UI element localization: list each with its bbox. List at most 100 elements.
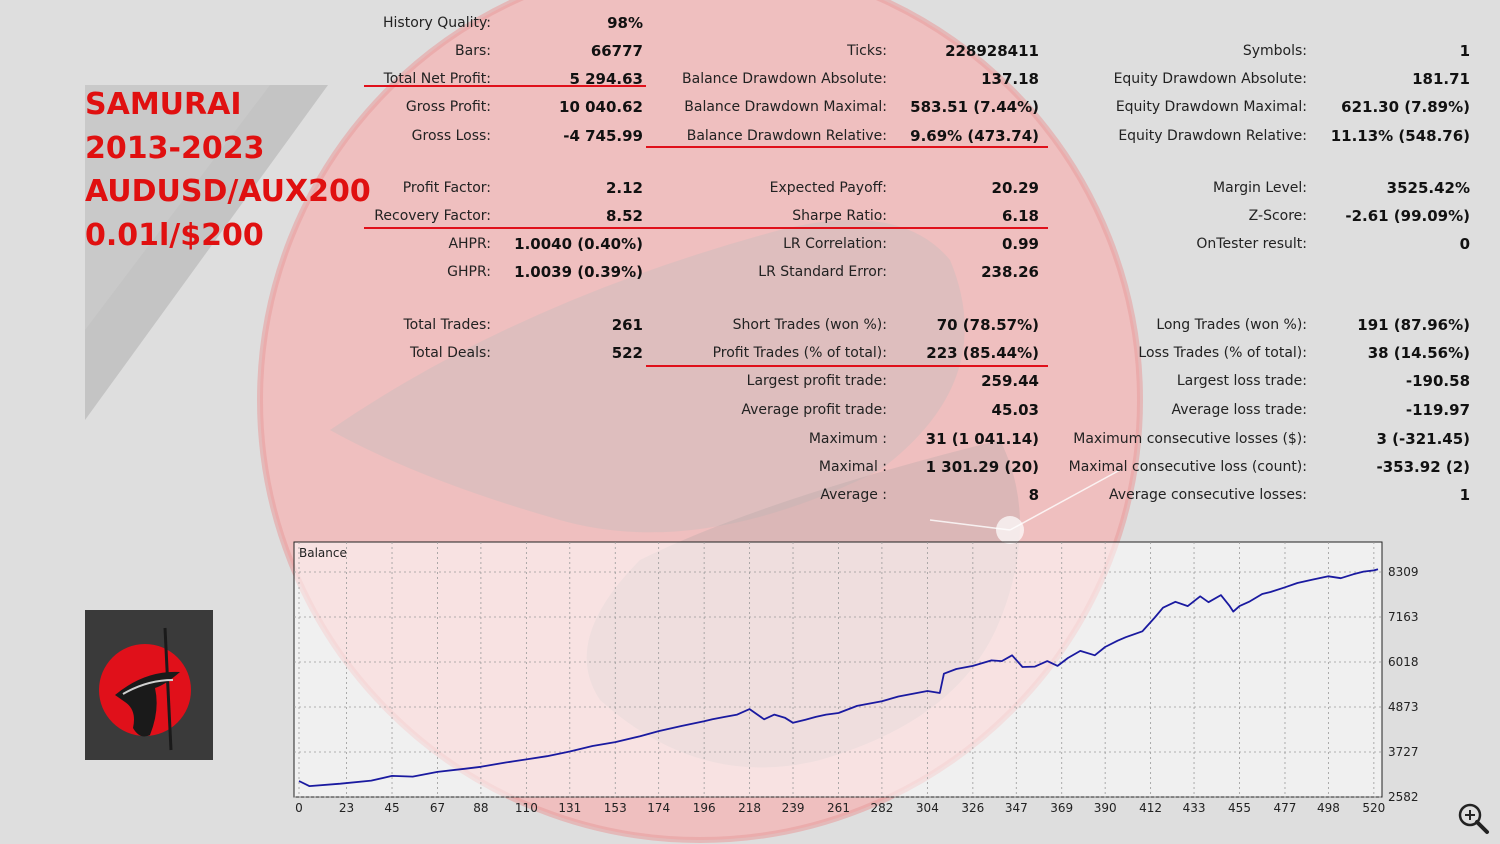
stat-label: Recovery Factor: [374,208,491,224]
stat-label: Largest profit trade: [746,373,887,389]
stat-label: Equity Drawdown Maximal: [1115,99,1307,115]
stat-value: 5 294.63 [569,70,643,88]
stat-value: 20.29 [991,179,1039,197]
stat-value: 621.30 (7.89%) [1341,98,1470,116]
headline-title: SAMURAI [85,87,242,122]
x-tick-label: 88 [473,801,488,815]
stat-label: Average consecutive losses: [1109,487,1307,503]
x-tick-label: 174 [647,801,670,815]
stat-label: Total Net Profit: [383,71,491,87]
stat-label: Total Deals: [409,345,491,361]
samurai-logo-icon [85,610,213,760]
chart-title: Balance [299,546,347,560]
stat-label: Symbols: [1242,43,1307,59]
stat-value: 137.18 [981,70,1039,88]
stat-value: 1 301.29 (20) [925,458,1039,476]
stat-label: History Quality: [383,15,491,31]
stat-label: GHPR: [447,264,491,280]
stat-value: 181.71 [1412,70,1470,88]
stat-value: 1.0040 (0.40%) [514,235,643,253]
stat-value: 6.18 [1001,207,1039,225]
stat-label: Total Trades: [403,317,492,333]
stat-value: 583.51 (7.44%) [910,98,1039,116]
stat-label: LR Standard Error: [758,264,887,280]
stat-label: Z-Score: [1248,208,1307,224]
y-tick-label: 2582 [1388,790,1419,804]
y-tick-label: 4873 [1388,700,1419,714]
x-tick-label: 455 [1228,801,1251,815]
chart-grid [294,542,1382,798]
stat-label: Expected Payoff: [769,180,887,196]
stat-label: OnTester result: [1196,236,1307,252]
stat-value: 1 [1459,486,1470,504]
stat-label: Maximal consecutive loss (count): [1068,459,1307,475]
x-tick-label: 347 [1005,801,1028,815]
stat-value: 0 [1459,235,1470,253]
y-tick-label: 3727 [1388,745,1419,759]
stat-label: Loss Trades (% of total): [1138,345,1307,361]
highlight-net-profit [364,85,646,87]
stat-label: Margin Level: [1213,180,1307,196]
x-tick-label: 369 [1050,801,1073,815]
stat-label: Profit Factor: [402,180,491,196]
highlight-recovery-sharpe [364,227,1048,229]
x-tick-label: 477 [1274,801,1297,815]
stat-value: 8 [1028,486,1039,504]
stat-value: 9.69% (473.74) [910,127,1039,145]
stat-label: Long Trades (won %): [1156,317,1307,333]
stat-value: 98% [607,14,643,32]
stat-label: Sharpe Ratio: [792,208,887,224]
stat-label: Equity Drawdown Absolute: [1113,71,1307,87]
highlight-profit-trades [646,365,1048,367]
x-tick-label: 153 [604,801,627,815]
x-tick-label: 261 [827,801,850,815]
stat-value: 223 (85.44%) [926,344,1039,362]
headline-lot: 0.01l/$200 [85,218,264,253]
balance-line [298,568,1379,787]
stat-value: 66777 [590,42,643,60]
stat-value: -190.58 [1405,372,1470,390]
x-tick-label: 45 [384,801,399,815]
stat-value: 238.26 [981,263,1039,281]
x-axis-ticks: 0 23 45 67 88 110 131 153 174 196 218 239 261 282 304 3… [295,801,1385,815]
stat-value: 31 (1 041.14) [925,430,1039,448]
stat-label: Gross Loss: [411,128,491,144]
stat-label: Average loss trade: [1171,402,1307,418]
stat-value: -4 745.99 [563,127,643,145]
samurai-logo [85,610,213,760]
x-tick-label: 326 [961,801,984,815]
zoom-in-icon[interactable] [1456,801,1490,835]
stat-label: Maximum : [808,431,887,447]
stat-value: 1.0039 (0.39%) [514,263,643,281]
x-tick-label: 433 [1183,801,1206,815]
stat-label: Profit Trades (% of total): [712,345,887,361]
stat-value: 191 (87.96%) [1357,316,1470,334]
x-tick-label: 412 [1139,801,1162,815]
stat-value: 11.13% (548.76) [1330,127,1470,145]
x-tick-label: 239 [782,801,805,815]
x-tick-label: 131 [558,801,581,815]
plot-area [293,541,1383,798]
x-tick-label: 0 [295,801,303,815]
x-tick-label: 520 [1362,801,1385,815]
x-tick-label: 196 [693,801,716,815]
stat-value: -2.61 (99.09%) [1345,207,1470,225]
stat-value: 38 (14.56%) [1367,344,1470,362]
stat-value: 8.52 [605,207,643,225]
stat-label: Equity Drawdown Relative: [1118,128,1307,144]
headline-symbols: AUDUSD/AUX200 [85,174,371,209]
x-tick-label: 304 [916,801,939,815]
chart-series [298,568,1379,787]
y-tick-label: 6018 [1388,655,1419,669]
headline-years: 2013-2023 [85,131,265,166]
stat-value: 1 [1459,42,1470,60]
stat-value: 3 (-321.45) [1376,430,1470,448]
stat-label: Average profit trade: [741,402,887,418]
stat-label: Gross Profit: [405,99,491,115]
y-axis-ticks: 2582 3727 4873 6018 7163 8309 [1388,565,1419,804]
stat-label: AHPR: [448,236,491,252]
stat-value: 0.99 [1001,235,1039,253]
y-tick-label: 7163 [1388,610,1419,624]
stat-label: Largest loss trade: [1176,373,1307,389]
